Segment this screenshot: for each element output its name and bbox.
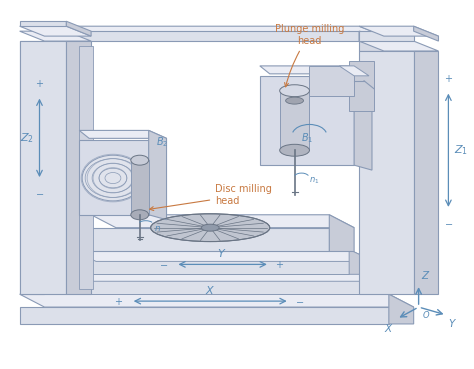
Polygon shape xyxy=(66,41,91,294)
Text: Plunge milling
head: Plunge milling head xyxy=(275,24,344,87)
Text: $-$: $-$ xyxy=(294,296,304,306)
Ellipse shape xyxy=(131,155,149,165)
Text: $n$: $n$ xyxy=(154,224,161,233)
Ellipse shape xyxy=(151,214,270,242)
Polygon shape xyxy=(66,26,384,36)
Text: $Z_1$: $Z_1$ xyxy=(455,144,468,157)
Polygon shape xyxy=(260,66,372,74)
Polygon shape xyxy=(354,66,372,170)
Polygon shape xyxy=(79,130,166,138)
Polygon shape xyxy=(359,41,438,51)
Text: $O$: $O$ xyxy=(421,309,430,320)
Polygon shape xyxy=(389,294,414,324)
Ellipse shape xyxy=(82,155,144,201)
Polygon shape xyxy=(131,160,149,215)
Text: $-$: $-$ xyxy=(159,259,169,269)
Text: $+$: $+$ xyxy=(35,78,44,89)
Ellipse shape xyxy=(286,97,303,104)
Polygon shape xyxy=(51,279,379,294)
Polygon shape xyxy=(349,249,374,274)
Polygon shape xyxy=(66,31,359,41)
Polygon shape xyxy=(359,26,438,36)
Polygon shape xyxy=(19,41,45,294)
Polygon shape xyxy=(19,41,66,294)
Polygon shape xyxy=(51,269,404,281)
Polygon shape xyxy=(349,61,374,111)
Polygon shape xyxy=(71,259,349,274)
Text: $Y$: $Y$ xyxy=(218,248,227,259)
Polygon shape xyxy=(19,294,414,307)
Polygon shape xyxy=(71,249,374,261)
Text: $X$: $X$ xyxy=(384,322,394,334)
Text: Disc milling
head: Disc milling head xyxy=(150,184,272,211)
Polygon shape xyxy=(329,215,354,252)
Polygon shape xyxy=(19,31,91,41)
Text: $-$: $-$ xyxy=(444,218,453,228)
Polygon shape xyxy=(359,51,414,294)
Polygon shape xyxy=(19,26,91,36)
Polygon shape xyxy=(339,66,369,76)
Ellipse shape xyxy=(280,144,310,156)
Text: $Z$: $Z$ xyxy=(420,269,430,281)
Text: $n_1$: $n_1$ xyxy=(310,176,320,186)
Polygon shape xyxy=(79,46,93,289)
Polygon shape xyxy=(280,91,310,150)
Polygon shape xyxy=(19,21,66,26)
Text: $B_1$: $B_1$ xyxy=(301,131,314,145)
Ellipse shape xyxy=(131,210,149,220)
Text: $+$: $+$ xyxy=(444,73,453,84)
Polygon shape xyxy=(66,21,91,36)
Ellipse shape xyxy=(280,85,310,97)
Polygon shape xyxy=(359,31,384,46)
Text: $B_2$: $B_2$ xyxy=(155,135,168,149)
Polygon shape xyxy=(310,66,354,96)
Text: $+$: $+$ xyxy=(114,296,123,307)
Text: $X$: $X$ xyxy=(205,284,215,296)
Polygon shape xyxy=(359,31,414,41)
Polygon shape xyxy=(79,140,149,215)
Polygon shape xyxy=(359,41,384,51)
Polygon shape xyxy=(414,51,438,294)
Text: $+$: $+$ xyxy=(275,259,284,270)
Text: $-$: $-$ xyxy=(35,188,44,198)
Polygon shape xyxy=(414,26,438,41)
Polygon shape xyxy=(91,228,329,252)
Polygon shape xyxy=(379,269,404,294)
Polygon shape xyxy=(260,76,354,165)
Ellipse shape xyxy=(201,224,219,231)
Polygon shape xyxy=(91,215,354,228)
Text: $Z_2$: $Z_2$ xyxy=(19,131,34,145)
Polygon shape xyxy=(149,130,166,220)
Text: $Y$: $Y$ xyxy=(448,317,457,329)
Polygon shape xyxy=(19,307,389,324)
